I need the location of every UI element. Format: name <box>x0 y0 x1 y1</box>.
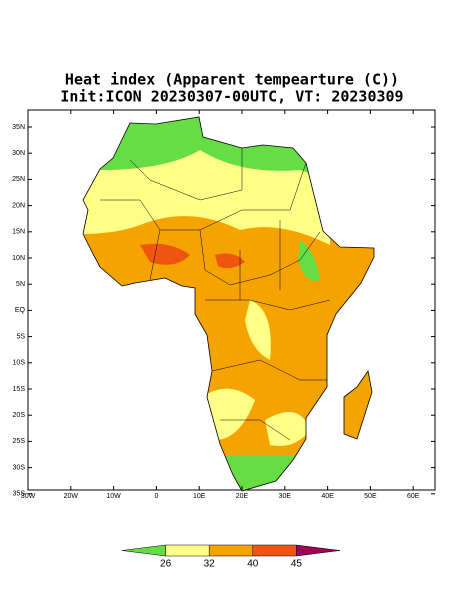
title-line-2: Init:ICON 20230307-00UTC, VT: 20230309 <box>60 88 403 106</box>
lat-label: 15N <box>12 229 25 236</box>
lon-label: 40E <box>321 493 334 500</box>
madagascar <box>343 369 373 440</box>
colorbar-segment <box>165 544 210 557</box>
lon-label: 50E <box>364 493 377 500</box>
colorbar-label: 32 <box>204 559 216 570</box>
title-line-1: Heat index (Apparent tempearture (C)) <box>65 71 399 89</box>
coastline <box>82 116 375 492</box>
lon-label: 10E <box>193 493 206 500</box>
lat-label: 25S <box>13 438 26 445</box>
lat-label: 10N <box>12 255 25 262</box>
lat-label: 10S <box>13 360 26 367</box>
colorbar-segment <box>296 544 341 557</box>
lat-label: 20S <box>13 412 26 419</box>
lat-label: 30N <box>12 150 25 157</box>
colorbar-label: 45 <box>291 559 303 570</box>
borders <box>100 148 331 441</box>
lon-label: 30W <box>21 493 36 500</box>
lat-label: 25N <box>12 176 25 183</box>
lat-label: EQ <box>15 307 26 314</box>
colorbar-segment <box>121 544 166 557</box>
lat-label: 5N <box>16 281 25 288</box>
colorbar-label: 26 <box>160 559 172 570</box>
lat-label: 30S <box>13 464 26 471</box>
colorbar-segment <box>208 544 254 557</box>
lon-label: 10W <box>106 493 121 500</box>
lat-label: 15S <box>13 386 26 393</box>
lat-label: 5S <box>16 333 25 340</box>
lat-label: 35S <box>13 491 26 498</box>
lon-label: 20W <box>64 493 79 500</box>
lon-label: 20E <box>236 493 249 500</box>
colorbar-segment <box>252 544 297 557</box>
lon-label: 30E <box>279 493 292 500</box>
lon-label: 0 <box>154 493 158 500</box>
lat-label: 35N <box>12 124 25 131</box>
lat-label: 20N <box>12 202 25 209</box>
lon-label: 60E <box>407 493 420 500</box>
colorbar-label: 40 <box>247 559 259 570</box>
